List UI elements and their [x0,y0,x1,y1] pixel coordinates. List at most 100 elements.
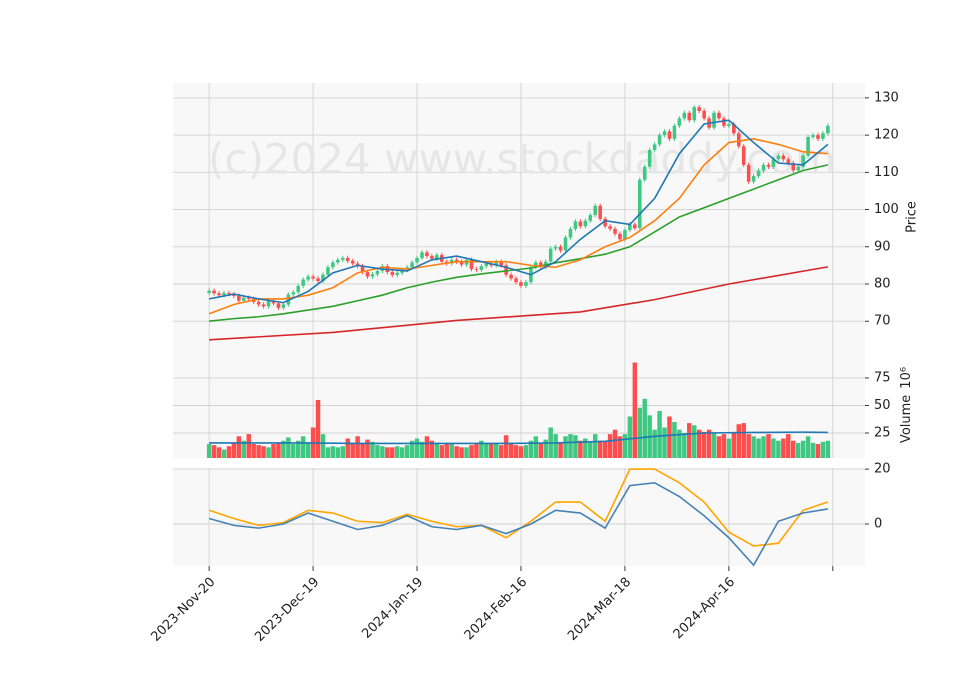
volume-bar [583,438,588,458]
volume-bar [746,434,751,458]
y-tick-label: 110 [874,165,899,180]
volume-bar [399,447,405,458]
volume-bar [795,442,801,458]
candle-body [276,303,281,308]
volume-bar [469,445,474,458]
volume-bar [424,436,430,458]
candle-body [514,278,518,283]
volume-bar [558,442,563,458]
candle-body [608,226,612,229]
volume-bar [498,445,504,458]
volume-bar [662,427,667,458]
candle-body [647,150,652,167]
volume-bar [459,447,464,458]
volume-bar [627,416,633,458]
candle-body [425,252,429,257]
candle-body [479,266,484,270]
candle-body [667,131,672,139]
volume-bar [231,442,237,458]
volume-bar [543,439,548,458]
volume-bar [568,434,573,458]
volume-bar [642,398,647,458]
volume-bar [434,442,440,458]
volume-bar [320,434,326,458]
candle-body [217,293,221,296]
volume-bar [221,449,227,458]
candle-body [345,257,350,261]
volume-bar [578,440,583,458]
volume-bar [281,440,286,458]
candle-body [806,136,810,156]
candle-body [499,261,503,266]
volume-bar [508,442,514,458]
volume-bar [766,434,771,458]
volume-bar [276,442,281,458]
candle-body [474,269,479,270]
volume-bar [390,447,395,458]
candle-body [553,246,558,249]
volume-bar [761,436,766,458]
candle-body [326,267,330,275]
candle-body [484,263,489,267]
volume-bar [365,439,370,458]
candle-body [420,252,424,258]
volume-bar [672,422,677,458]
volume-bar [597,440,603,458]
volume-bar [687,423,692,458]
candle-body [454,259,459,262]
candle-body [375,270,380,275]
candle-body [212,290,216,294]
candle-body [568,228,573,238]
price-panel [173,83,865,351]
volume-bar [474,442,479,458]
candle-body [306,276,310,280]
candle-body [395,272,400,276]
candle-body [266,300,271,307]
candle-body [697,107,701,111]
candle-body [741,146,746,165]
x-tick-label: 2024-Feb-16 [462,575,531,644]
oscillator-panel [173,468,865,566]
candle-body [311,276,315,279]
volume-bar [736,424,742,458]
candle-body [435,254,439,259]
candle-body [548,248,553,262]
candle-body [613,228,617,234]
volume-bar [622,434,628,458]
volume-bar [355,436,360,458]
volume-bar [706,429,712,458]
candle-body [628,224,632,231]
y-tick-label: 20 [874,462,891,477]
volume-bar [701,431,707,458]
candle-body [687,112,692,121]
candle-body [261,304,266,307]
volume-bar [607,434,613,458]
candle-body [736,133,741,147]
volume-bar [751,436,756,458]
volume-average-line [209,431,828,445]
candle-body [781,155,786,160]
candle-body [796,166,800,171]
volume-bar [414,438,420,458]
volume-bar [528,440,534,458]
candle-body [246,297,251,299]
candle-body [657,135,662,145]
volume-bar [226,446,232,458]
volume-bar [652,429,657,458]
volume-bar [810,442,816,458]
volume-bar [444,444,449,458]
candle-body [291,292,296,295]
candle-body [271,300,276,304]
volume-bar [409,440,415,458]
y-tick-label: 90 [874,239,891,254]
candle-body [811,135,815,137]
volume-bar [340,446,346,458]
volume-bar [781,438,786,458]
candle-body [286,294,291,305]
candle-body [341,257,345,260]
volume-bar [786,434,791,458]
volume-bar [286,437,291,458]
candle-body [232,294,236,296]
volume-bar [513,445,519,458]
